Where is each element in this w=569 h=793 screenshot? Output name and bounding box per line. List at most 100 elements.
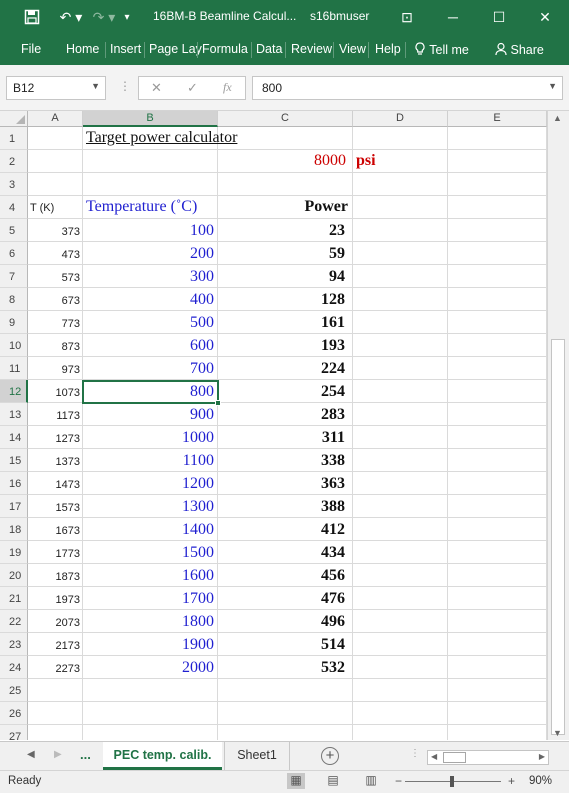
formula-bar-resize-handle[interactable]: ⋮	[119, 79, 131, 93]
header-kelvin[interactable]: T (K)	[30, 202, 55, 214]
cell-kelvin[interactable]: 573	[61, 272, 80, 284]
select-all-button[interactable]	[0, 111, 28, 127]
cell-power[interactable]: 388	[321, 498, 345, 515]
row-header[interactable]: 8	[0, 288, 28, 311]
zoom-slider-knob[interactable]	[450, 776, 454, 787]
pressure-unit[interactable]: psi	[356, 152, 376, 169]
row-header[interactable]: 25	[0, 679, 28, 702]
zoom-slider[interactable]	[405, 776, 501, 787]
cell-kelvin[interactable]: 1073	[55, 387, 80, 399]
row-header[interactable]: 4	[0, 196, 28, 219]
vertical-scrollbar[interactable]: ▲ ▼	[547, 111, 569, 740]
tab-page-layout[interactable]: Page Lay	[149, 42, 202, 56]
cell-kelvin[interactable]: 1673	[55, 525, 80, 537]
page-layout-view-icon[interactable]: ▤	[327, 773, 339, 787]
cell-kelvin[interactable]: 1973	[55, 594, 80, 606]
cell-temperature[interactable]: 900	[190, 406, 214, 423]
cell-power[interactable]: 23	[329, 222, 345, 239]
fill-handle[interactable]	[215, 400, 221, 406]
cell-temperature[interactable]: 1900	[182, 636, 214, 653]
row-header[interactable]: 15	[0, 449, 28, 472]
tab-data[interactable]: Data	[256, 42, 283, 56]
scrollbar-thumb[interactable]	[551, 339, 565, 735]
row-header[interactable]: 26	[0, 702, 28, 725]
customize-quick-access-icon[interactable]: ▾	[124, 11, 130, 23]
row-header[interactable]: 16	[0, 472, 28, 495]
tab-view[interactable]: View	[339, 42, 366, 56]
tab-help[interactable]: Help	[375, 42, 401, 56]
more-sheets-button[interactable]: ...	[80, 747, 91, 762]
page-break-preview-icon[interactable]: ▥	[365, 773, 377, 787]
name-box[interactable]: B12 ▼	[6, 76, 106, 100]
save-icon[interactable]	[22, 9, 42, 25]
cell-temperature[interactable]: 1700	[182, 590, 214, 607]
zoom-level[interactable]: 90%	[529, 775, 553, 787]
scrollbar-thumb[interactable]	[443, 752, 466, 763]
expand-formula-bar-icon[interactable]: ▼	[548, 81, 557, 91]
header-power[interactable]: Power	[304, 198, 348, 215]
cell-power[interactable]: 434	[321, 544, 345, 561]
cell-temperature[interactable]: 2000	[182, 659, 214, 676]
tab-review[interactable]: Review	[291, 42, 332, 56]
cell-kelvin[interactable]: 1273	[55, 433, 80, 445]
cell-power[interactable]: 338	[321, 452, 345, 469]
cell-temperature[interactable]: 800	[190, 383, 214, 400]
cell-power[interactable]: 59	[329, 245, 345, 262]
cell-kelvin[interactable]: 2173	[55, 640, 80, 652]
tell-me-search[interactable]: Tell me	[414, 42, 469, 57]
cell-kelvin[interactable]: 1173	[56, 410, 80, 422]
cell-kelvin[interactable]: 473	[61, 249, 80, 261]
cell-kelvin[interactable]: 1373	[55, 456, 80, 468]
row-header[interactable]: 20	[0, 564, 28, 587]
row-header[interactable]: 13	[0, 403, 28, 426]
ribbon-display-options-icon[interactable]: ⊡	[401, 8, 413, 25]
cell-kelvin[interactable]: 1573	[55, 502, 80, 514]
column-header-b[interactable]: B	[83, 111, 218, 127]
worksheet-grid[interactable]: A B C D E 1 2 3 4 Target power calculato…	[0, 111, 569, 740]
scroll-right-icon[interactable]: ▶	[54, 749, 62, 760]
column-header-a[interactable]: A	[28, 111, 83, 127]
cell-power[interactable]: 128	[321, 291, 345, 308]
cell-temperature[interactable]: 500	[190, 314, 214, 331]
row-header[interactable]: 7	[0, 265, 28, 288]
cell-temperature[interactable]: 1800	[182, 613, 214, 630]
chevron-down-icon[interactable]: ▼	[91, 81, 100, 91]
scroll-down-icon[interactable]: ▼	[553, 728, 562, 738]
cell-power[interactable]: 496	[321, 613, 345, 630]
share-button[interactable]: Share	[495, 42, 544, 57]
user-name[interactable]: s16bmuser	[310, 9, 370, 23]
cell-temperature[interactable]: 1500	[182, 544, 214, 561]
tab-splitter[interactable]: ⋮	[410, 748, 420, 759]
row-header[interactable]: 14	[0, 426, 28, 449]
cell-power[interactable]: 412	[321, 521, 345, 538]
close-button[interactable]: ✕	[539, 8, 551, 25]
insert-function-icon[interactable]: fx	[223, 80, 232, 94]
scroll-left-icon[interactable]: ◀	[27, 749, 35, 760]
cell-temperature[interactable]: 1100	[182, 452, 214, 469]
cell-temperature[interactable]: 1300	[182, 498, 214, 515]
row-header[interactable]: 3	[0, 173, 28, 196]
cell-power[interactable]: 532	[321, 659, 345, 676]
cell-power[interactable]: 514	[321, 636, 345, 653]
column-header-e[interactable]: E	[448, 111, 547, 127]
cell-temperature[interactable]: 100	[190, 222, 214, 239]
row-header[interactable]: 9	[0, 311, 28, 334]
column-header-c[interactable]: C	[218, 111, 353, 127]
row-header[interactable]: 21	[0, 587, 28, 610]
redo-icon[interactable]: ↷ ▾	[92, 8, 116, 25]
minimize-button[interactable]: ─	[448, 9, 458, 25]
row-header[interactable]: 18	[0, 518, 28, 541]
cell-kelvin[interactable]: 1873	[55, 571, 80, 583]
zoom-out-icon[interactable]: −	[395, 774, 403, 788]
cell-power[interactable]: 283	[321, 406, 345, 423]
undo-icon[interactable]: ↶ ▾	[59, 8, 83, 25]
row-header[interactable]: 27	[0, 725, 28, 740]
row-header[interactable]: 12	[0, 380, 28, 403]
row-header[interactable]: 5	[0, 219, 28, 242]
cell-power[interactable]: 94	[329, 268, 345, 285]
scroll-left-icon[interactable]: ◀	[431, 752, 438, 761]
formula-input[interactable]: 800 ▼	[252, 76, 563, 100]
tab-formulas[interactable]: Formula	[202, 42, 248, 56]
row-header[interactable]: 24	[0, 656, 28, 679]
header-temperature[interactable]: Temperature (˚C)	[86, 198, 198, 215]
